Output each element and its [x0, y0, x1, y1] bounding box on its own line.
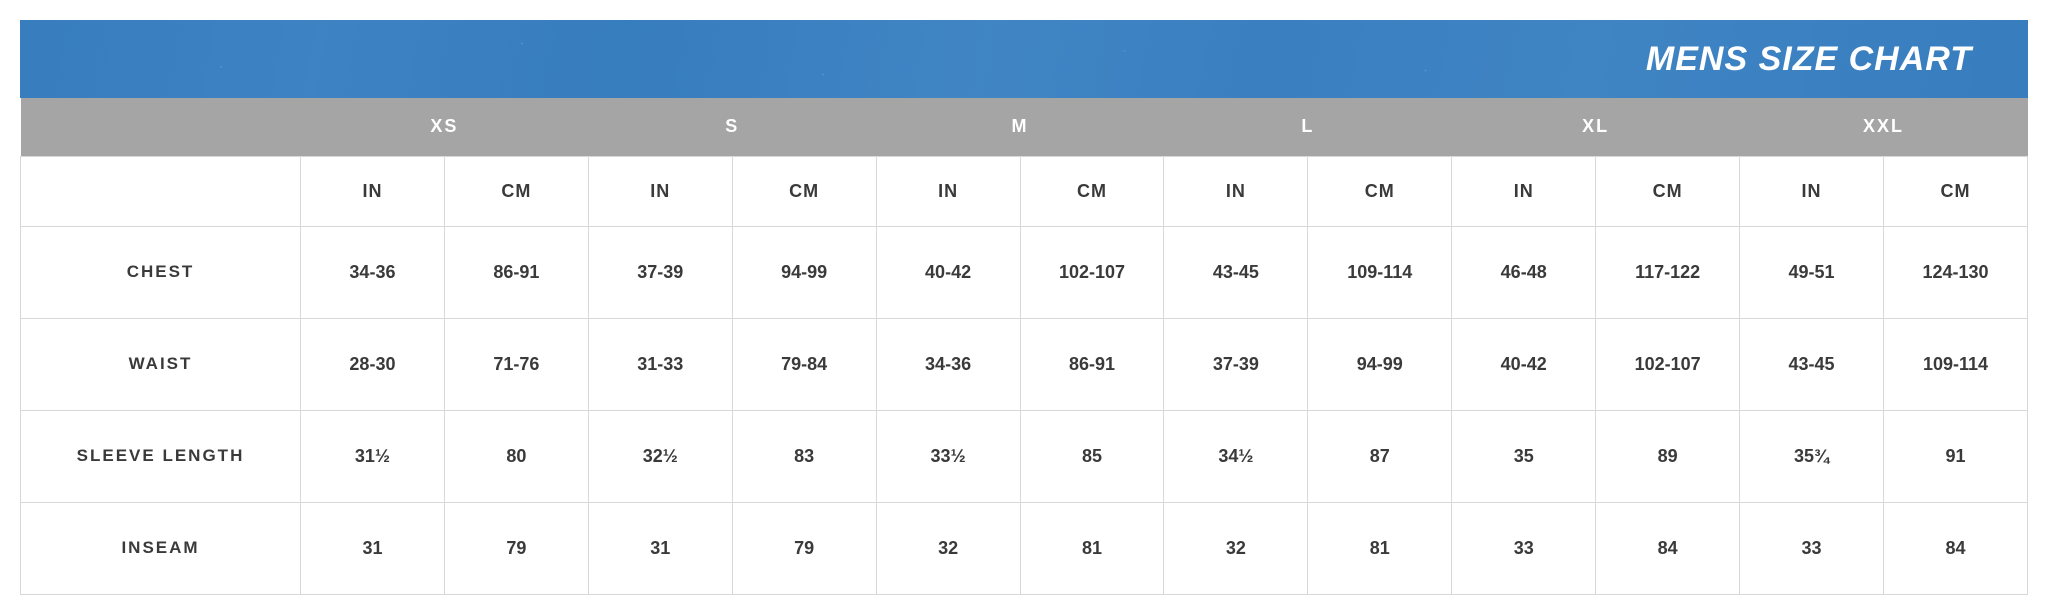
value-cm: 102-107: [1020, 226, 1164, 318]
value-cm: 117-122: [1596, 226, 1740, 318]
value-in: 34-36: [876, 318, 1020, 410]
size-header-s: S: [588, 98, 876, 156]
value-in: 33: [1740, 502, 1884, 594]
value-in: 46-48: [1452, 226, 1596, 318]
unit-cm: CM: [732, 156, 876, 226]
value-cm: 87: [1308, 410, 1452, 502]
value-in: 31: [588, 502, 732, 594]
value-in: 37-39: [1164, 318, 1308, 410]
unit-cm: CM: [444, 156, 588, 226]
value-in: 33½: [876, 410, 1020, 502]
value-cm: 91: [1883, 410, 2027, 502]
value-cm: 81: [1020, 502, 1164, 594]
value-in: 37-39: [588, 226, 732, 318]
value-cm: 86-91: [444, 226, 588, 318]
value-in: 40-42: [876, 226, 1020, 318]
unit-cm: CM: [1596, 156, 1740, 226]
value-cm: 89: [1596, 410, 1740, 502]
value-in: 40-42: [1452, 318, 1596, 410]
measure-label: WAIST: [21, 318, 301, 410]
value-cm: 84: [1596, 502, 1740, 594]
value-in: 31: [301, 502, 445, 594]
value-in: 34-36: [301, 226, 445, 318]
size-header-xl: XL: [1452, 98, 1740, 156]
size-chart-table: XSSMLXLXXLINCMINCMINCMINCMINCMINCMCHEST3…: [20, 98, 2028, 595]
unit-in: IN: [1164, 156, 1308, 226]
value-in: 32: [876, 502, 1020, 594]
value-in: 31½: [301, 410, 445, 502]
measure-label: CHEST: [21, 226, 301, 318]
value-cm: 124-130: [1883, 226, 2027, 318]
value-in: 34½: [1164, 410, 1308, 502]
value-cm: 79-84: [732, 318, 876, 410]
value-cm: 86-91: [1020, 318, 1164, 410]
unit-cm: CM: [1308, 156, 1452, 226]
value-cm: 85: [1020, 410, 1164, 502]
value-cm: 71-76: [444, 318, 588, 410]
measure-label: SLEEVE LENGTH: [21, 410, 301, 502]
value-in: 43-45: [1740, 318, 1884, 410]
unit-cm: CM: [1020, 156, 1164, 226]
unit-in: IN: [1452, 156, 1596, 226]
value-cm: 79: [444, 502, 588, 594]
value-in: 32½: [588, 410, 732, 502]
value-cm: 109-114: [1308, 226, 1452, 318]
value-cm: 94-99: [1308, 318, 1452, 410]
unit-in: IN: [301, 156, 445, 226]
size-header-l: L: [1164, 98, 1452, 156]
unit-row-blank: [21, 156, 301, 226]
measure-label: INSEAM: [21, 502, 301, 594]
unit-in: IN: [1740, 156, 1884, 226]
value-cm: 84: [1883, 502, 2027, 594]
chart-title: MENS SIZE CHART: [1646, 40, 1972, 79]
value-in: 49-51: [1740, 226, 1884, 318]
value-in: 33: [1452, 502, 1596, 594]
size-header-m: M: [876, 98, 1164, 156]
value-cm: 79: [732, 502, 876, 594]
value-cm: 102-107: [1596, 318, 1740, 410]
value-in: 28-30: [301, 318, 445, 410]
value-in: 35¾: [1740, 410, 1884, 502]
value-in: 31-33: [588, 318, 732, 410]
value-cm: 83: [732, 410, 876, 502]
value-cm: 94-99: [732, 226, 876, 318]
value-in: 43-45: [1164, 226, 1308, 318]
value-cm: 109-114: [1883, 318, 2027, 410]
sizes-header-blank: [21, 98, 301, 156]
unit-in: IN: [588, 156, 732, 226]
value-cm: 81: [1308, 502, 1452, 594]
unit-in: IN: [876, 156, 1020, 226]
size-header-xs: XS: [301, 98, 589, 156]
value-in: 32: [1164, 502, 1308, 594]
value-in: 35: [1452, 410, 1596, 502]
size-header-xxl: XXL: [1740, 98, 2028, 156]
value-cm: 80: [444, 410, 588, 502]
chart-title-banner: MENS SIZE CHART: [20, 20, 2028, 98]
size-chart-container: MENS SIZE CHART XSSMLXLXXLINCMINCMINCMIN…: [0, 0, 2048, 615]
unit-cm: CM: [1883, 156, 2027, 226]
